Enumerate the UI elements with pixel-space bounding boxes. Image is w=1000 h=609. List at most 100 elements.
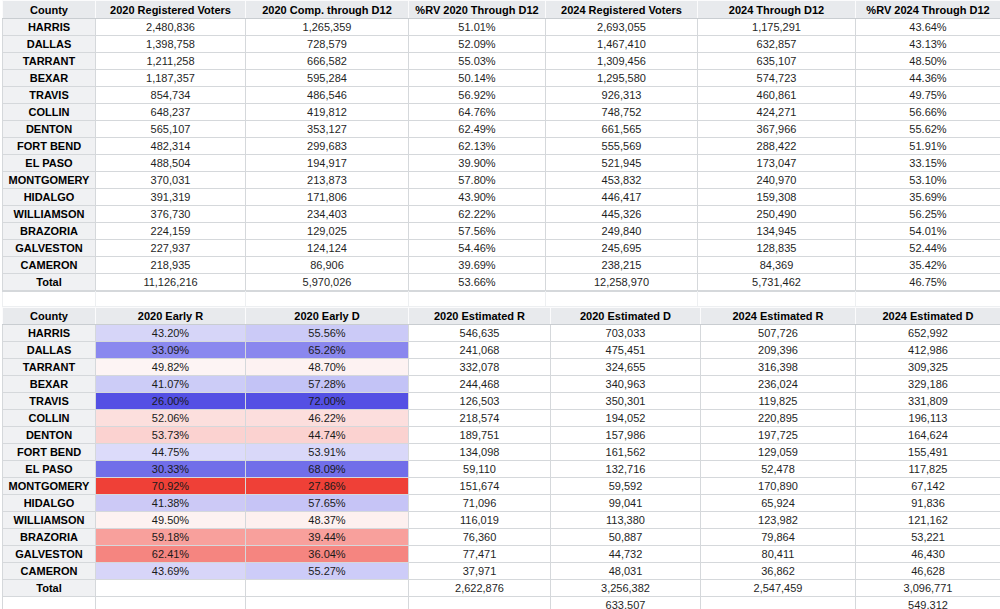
value-cell-2020-comp-d12[interactable]: 86,906	[246, 257, 409, 274]
total-cell[interactable]: 2,622,876	[409, 580, 551, 597]
value-cell-2020-pct-rv[interactable]: 39.69%	[409, 257, 546, 274]
value-cell-2020-registered[interactable]: 1,211,258	[96, 53, 246, 70]
heat-cell-early-d[interactable]: 55.27%	[246, 563, 409, 580]
value-cell-2024-estimated-d[interactable]: 652,992	[856, 325, 1000, 342]
value-cell-2020-estimated-r[interactable]: 332,078	[409, 359, 551, 376]
empty-cell[interactable]	[3, 292, 96, 307]
value-cell-2020-comp-d12[interactable]: 728,579	[246, 36, 409, 53]
value-cell-2024-registered[interactable]: 521,945	[546, 155, 698, 172]
value-cell-2024-registered[interactable]: 245,695	[546, 240, 698, 257]
value-cell-2020-comp-d12[interactable]: 1,265,359	[246, 19, 409, 36]
value-cell-2024-registered[interactable]: 926,313	[546, 87, 698, 104]
total-label[interactable]: Total	[3, 274, 96, 291]
value-cell-2024-pct-rv[interactable]: 33.15%	[856, 155, 1000, 172]
value-cell-2024-pct-rv[interactable]: 55.62%	[856, 121, 1000, 138]
value-cell-2020-estimated-d[interactable]: 132,716	[551, 461, 701, 478]
value-cell-2024-estimated-d[interactable]: 331,809	[856, 393, 1000, 410]
value-cell-2024-estimated-d[interactable]: 91,836	[856, 495, 1000, 512]
value-cell-2020-registered[interactable]: 391,319	[96, 189, 246, 206]
value-cell-2024-registered[interactable]: 445,326	[546, 206, 698, 223]
value-cell-2020-estimated-r[interactable]: 241,068	[409, 342, 551, 359]
value-cell-2020-estimated-d[interactable]: 161,562	[551, 444, 701, 461]
value-cell-2024-estimated-r[interactable]: 129,059	[701, 444, 856, 461]
total-label[interactable]: Total	[3, 580, 96, 597]
value-cell-2020-pct-rv[interactable]: 39.90%	[409, 155, 546, 172]
value-cell-2024-through-d12[interactable]: 632,857	[698, 36, 856, 53]
county-cell[interactable]: EL PASO	[3, 461, 96, 478]
header-cell-2024-estimated-d[interactable]: 2024 Estimated D	[856, 308, 1000, 325]
heat-cell-early-d[interactable]: 57.28%	[246, 376, 409, 393]
county-cell[interactable]: DENTON	[3, 427, 96, 444]
value-cell-2020-comp-d12[interactable]: 124,124	[246, 240, 409, 257]
county-cell[interactable]: TARRANT	[3, 359, 96, 376]
value-cell-2024-pct-rv[interactable]: 35.69%	[856, 189, 1000, 206]
value-cell-2020-estimated-d[interactable]: 340,963	[551, 376, 701, 393]
value-cell-2024-estimated-d[interactable]: 46,430	[856, 546, 1000, 563]
value-cell-2024-pct-rv[interactable]: 51.91%	[856, 138, 1000, 155]
heat-cell-early-d[interactable]: 68.09%	[246, 461, 409, 478]
summary-cell[interactable]	[96, 597, 246, 609]
value-cell-2020-estimated-d[interactable]: 99,041	[551, 495, 701, 512]
county-cell[interactable]: MONTGOMERY	[3, 478, 96, 495]
value-cell-2024-through-d12[interactable]: 134,945	[698, 223, 856, 240]
value-cell-2020-registered[interactable]: 227,937	[96, 240, 246, 257]
value-cell-2024-pct-rv[interactable]: 52.44%	[856, 240, 1000, 257]
value-cell-2024-estimated-d[interactable]: 155,491	[856, 444, 1000, 461]
value-cell-2024-registered[interactable]: 748,752	[546, 104, 698, 121]
header-cell-2020-early-d[interactable]: 2020 Early D	[246, 308, 409, 325]
value-cell-2024-estimated-r[interactable]: 197,725	[701, 427, 856, 444]
value-cell-2024-estimated-r[interactable]: 170,890	[701, 478, 856, 495]
heat-cell-early-r[interactable]: 52.06%	[96, 410, 246, 427]
empty-cell[interactable]	[409, 292, 546, 307]
county-cell[interactable]: DALLAS	[3, 36, 96, 53]
value-cell-2024-pct-rv[interactable]: 56.25%	[856, 206, 1000, 223]
heat-cell-early-r[interactable]: 43.20%	[96, 325, 246, 342]
value-cell-2024-estimated-d[interactable]: 46,628	[856, 563, 1000, 580]
value-cell-2020-registered[interactable]: 218,935	[96, 257, 246, 274]
value-cell-2024-estimated-r[interactable]: 507,726	[701, 325, 856, 342]
total-cell[interactable]: 11,126,216	[96, 274, 246, 291]
value-cell-2024-estimated-r[interactable]: 79,864	[701, 529, 856, 546]
county-cell[interactable]: TRAVIS	[3, 87, 96, 104]
value-cell-2020-pct-rv[interactable]: 62.22%	[409, 206, 546, 223]
county-cell[interactable]: BRAZORIA	[3, 529, 96, 546]
value-cell-2024-estimated-d[interactable]: 329,186	[856, 376, 1000, 393]
value-cell-2020-pct-rv[interactable]: 54.46%	[409, 240, 546, 257]
value-cell-2024-pct-rv[interactable]: 54.01%	[856, 223, 1000, 240]
county-cell[interactable]: TARRANT	[3, 53, 96, 70]
heat-cell-early-d[interactable]: 48.70%	[246, 359, 409, 376]
value-cell-2020-estimated-r[interactable]: 37,971	[409, 563, 551, 580]
heat-cell-early-r[interactable]: 62.41%	[96, 546, 246, 563]
empty-cell[interactable]	[3, 597, 96, 609]
value-cell-2020-comp-d12[interactable]: 299,683	[246, 138, 409, 155]
total-cell[interactable]: 46.75%	[856, 274, 1000, 291]
value-cell-2020-estimated-r[interactable]: 76,360	[409, 529, 551, 546]
total-cell[interactable]: 2,547,459	[701, 580, 856, 597]
heat-cell-early-r[interactable]: 30.33%	[96, 461, 246, 478]
value-cell-2020-estimated-r[interactable]: 59,110	[409, 461, 551, 478]
summary-cell[interactable]	[246, 597, 409, 609]
value-cell-2020-estimated-r[interactable]: 151,674	[409, 478, 551, 495]
empty-cell[interactable]	[856, 292, 1000, 307]
empty-cell[interactable]	[246, 580, 409, 597]
value-cell-2020-registered[interactable]: 565,107	[96, 121, 246, 138]
value-cell-2024-pct-rv[interactable]: 49.75%	[856, 87, 1000, 104]
value-cell-2020-registered[interactable]: 2,480,836	[96, 19, 246, 36]
empty-cell[interactable]	[698, 292, 856, 307]
header-cell-2024-through-d12[interactable]: 2024 Through D12	[698, 1, 856, 19]
value-cell-2020-estimated-d[interactable]: 475,451	[551, 342, 701, 359]
value-cell-2024-through-d12[interactable]: 84,369	[698, 257, 856, 274]
heat-cell-early-r[interactable]: 53.73%	[96, 427, 246, 444]
value-cell-2020-pct-rv[interactable]: 51.01%	[409, 19, 546, 36]
value-cell-2024-pct-rv[interactable]: 44.36%	[856, 70, 1000, 87]
value-cell-2020-estimated-r[interactable]: 71,096	[409, 495, 551, 512]
heat-cell-early-r[interactable]: 59.18%	[96, 529, 246, 546]
heat-cell-early-d[interactable]: 65.26%	[246, 342, 409, 359]
value-cell-2020-comp-d12[interactable]: 194,917	[246, 155, 409, 172]
value-cell-2020-estimated-r[interactable]: 244,468	[409, 376, 551, 393]
heat-cell-early-r[interactable]: 41.38%	[96, 495, 246, 512]
value-cell-2024-through-d12[interactable]: 1,175,291	[698, 19, 856, 36]
header-cell-2024-estimated-r[interactable]: 2024 Estimated R	[701, 308, 856, 325]
heat-cell-early-d[interactable]: 57.65%	[246, 495, 409, 512]
summary-cell[interactable]: 549,312	[856, 597, 1000, 609]
